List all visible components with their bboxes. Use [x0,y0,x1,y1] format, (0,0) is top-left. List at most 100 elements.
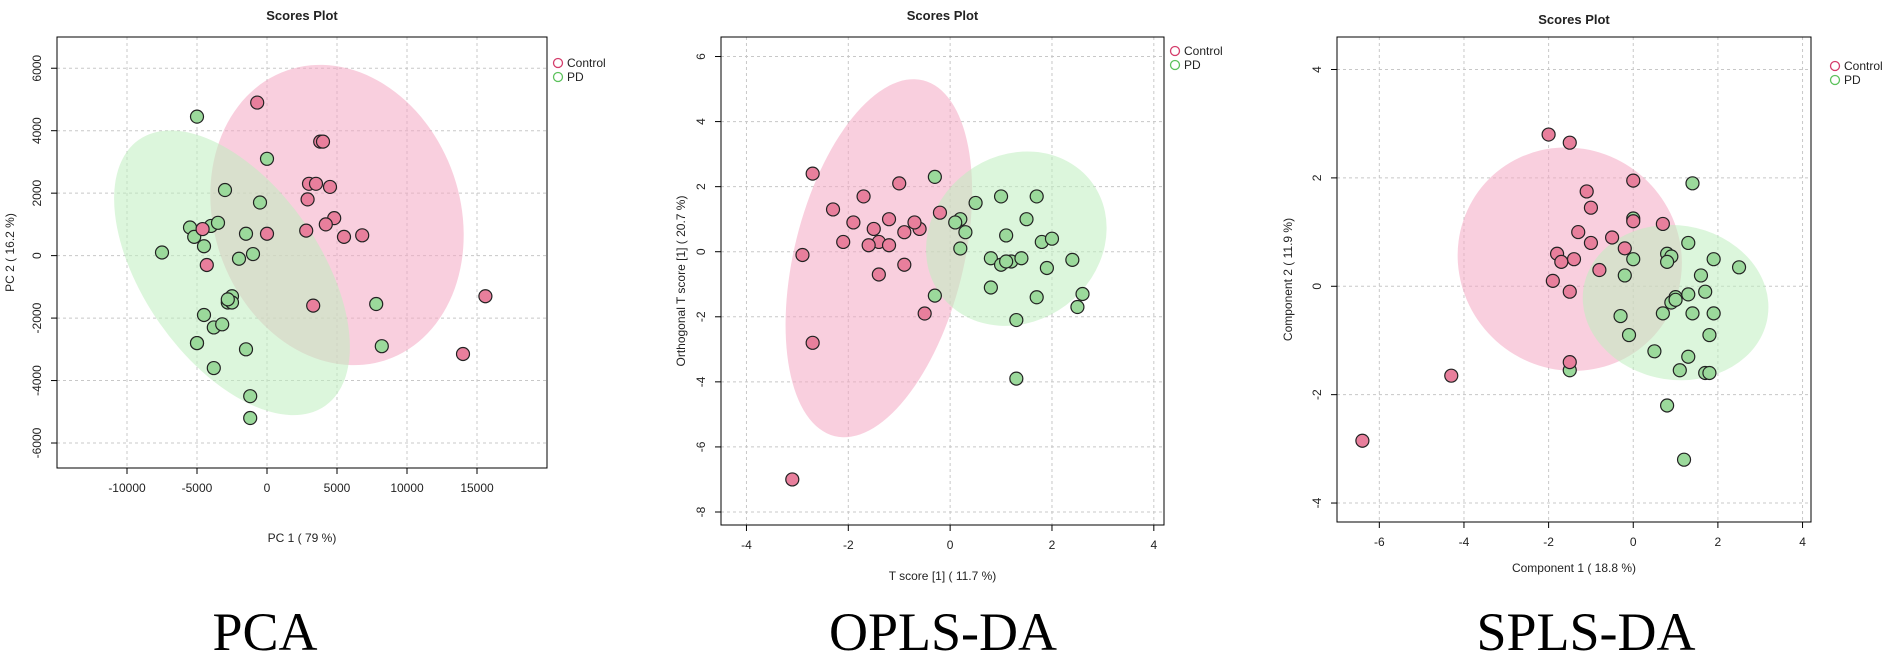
legend-label: PD [1184,58,1201,72]
y-tick-label: 2 [1310,174,1324,181]
point-pd [231,251,247,266]
point-pd [252,195,268,210]
confidence-ellipse-pd [114,130,350,416]
point-pd [1702,327,1717,343]
point-control [1592,262,1607,278]
point-pd [220,292,235,307]
point-pd [927,169,942,184]
point-pd [953,241,968,256]
point-pd [369,296,384,312]
x-tick-label: -6 [1374,535,1385,549]
point-pd [958,225,973,240]
point-control [932,205,948,220]
legend-marker [1169,45,1181,57]
point-pd [968,195,983,211]
point-control [1541,127,1556,142]
point-pd [1009,312,1024,328]
y-axis-label: PC 2 ( 16.2 %) [3,213,17,292]
x-tick-label: 15000 [460,481,494,495]
point-control [1655,216,1670,232]
point-control [1355,433,1370,448]
point-pd [243,389,258,404]
point-control [1579,184,1594,199]
point-pd [1706,306,1721,321]
point-pd [189,335,205,351]
legend-item-control: Control [552,56,606,70]
point-pd [1685,306,1700,321]
point-control [805,166,820,181]
point-pd [215,317,230,332]
point-pd [1617,268,1632,283]
point-pd [217,182,233,198]
confidence-ellipse-control [785,79,973,438]
x-axis-label: T score [1] ( 11.7 %) [889,569,997,583]
point-pd [999,228,1014,243]
legend-marker [552,57,564,69]
y-tick-label: 0 [1310,283,1324,290]
x-tick-label: -10000 [108,481,146,495]
legend-item-control: Control [1829,59,1883,73]
x-tick-label: 2 [1049,538,1056,552]
point-control [892,176,907,191]
point-control [250,95,265,110]
point-control [1562,284,1577,299]
legend-item-pd: PD [552,70,584,84]
x-tick-label: 0 [947,538,954,552]
point-pd [1029,189,1044,204]
point-pd [1019,212,1034,227]
point-pd [983,280,998,295]
point-control [1583,235,1599,251]
y-tick-label: -2 [1310,389,1324,400]
chart-title: Scores Plot [907,8,979,23]
point-control [836,234,851,250]
y-tick-label: -4000 [30,365,44,396]
point-control [1566,252,1582,267]
y-axis-label: Orthogonal T score [1] ( 20.7 %) [674,196,688,367]
y-tick-label: 2 [694,183,708,190]
legend-marker [1829,74,1841,86]
point-control [1562,135,1577,150]
point-pd [1621,327,1637,343]
point-control [1444,368,1459,383]
point-control [861,238,876,253]
point-pd [1672,363,1687,378]
point-control [322,179,338,195]
point-pd [154,245,170,260]
point-control [259,226,275,241]
point-pd [927,288,942,303]
legend-label: PD [567,70,584,84]
y-tick-label: 6 [694,53,708,60]
point-control [897,257,912,272]
y-tick-label: 4000 [30,117,44,144]
y-tick-label: 0 [694,248,708,255]
x-tick-label: 2 [1715,535,1722,549]
point-control [318,217,333,232]
point-pd [1706,252,1721,267]
point-pd [1685,176,1700,191]
point-control [795,247,810,263]
point-pd [1731,260,1747,275]
legend-label: Control [567,56,606,70]
point-control [881,238,897,253]
point-control [455,346,471,362]
point-pd [1676,452,1692,467]
point-pd [999,254,1014,269]
point-control [199,257,214,273]
point-control [1583,200,1599,215]
chart-title: Scores Plot [1538,12,1610,27]
caption-pca: PCA [212,602,318,662]
point-pd [1044,231,1060,246]
x-tick-label: 0 [1630,535,1637,549]
point-control [907,215,922,230]
confidence-ellipse-pd [926,151,1107,326]
point-pd [1681,287,1696,302]
y-axis-label: Component 2 ( 11.9 %) [1281,218,1295,341]
y-tick-label: 6000 [30,55,44,82]
plot-frame [720,36,1165,526]
x-tick-label: 0 [264,481,271,495]
point-pd [1039,260,1054,276]
point-pd [243,410,258,426]
point-pd [1613,308,1628,324]
point-pd [1065,252,1080,267]
point-control [1554,254,1569,269]
